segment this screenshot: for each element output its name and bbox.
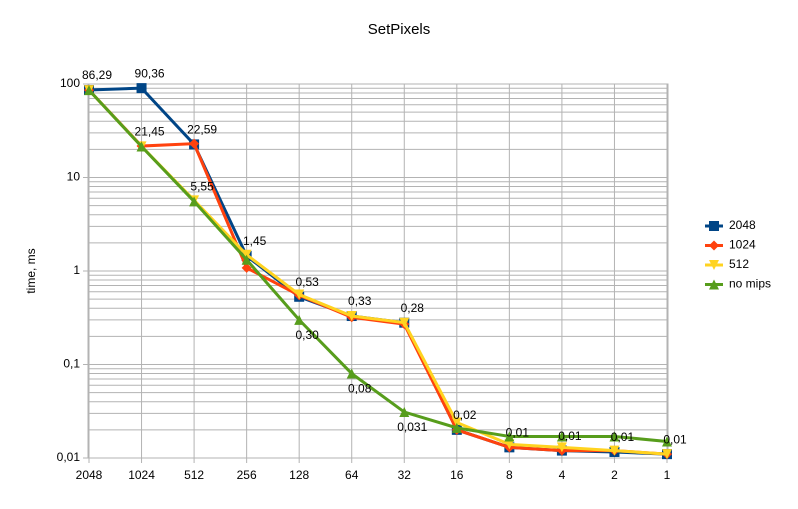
legend-label: no mips (729, 277, 771, 291)
data-label: 0,01 (611, 430, 635, 444)
data-point (294, 314, 305, 325)
data-point (346, 311, 357, 322)
data-point (189, 138, 200, 149)
data-label: 0,33 (348, 294, 372, 308)
data-point (346, 368, 357, 379)
x-tick-label: 64 (345, 468, 359, 482)
x-tick-label: 128 (289, 468, 309, 482)
data-label: 0,08 (348, 382, 372, 396)
data-label: 0,031 (397, 420, 427, 434)
data-label: 0,53 (296, 275, 320, 289)
series-line (87, 89, 668, 456)
y-tick-label: 10 (67, 170, 81, 184)
data-label: 0,01 (506, 426, 530, 440)
data-point (399, 317, 410, 328)
legend-label: 1024 (729, 238, 756, 252)
data-point (451, 422, 462, 433)
x-tick-label: 32 (398, 468, 412, 482)
y-tick-label: 100 (60, 76, 80, 90)
data-label: 86,29 (82, 68, 112, 82)
chart-title: SetPixels (368, 21, 431, 38)
data-label: 22,59 (187, 123, 217, 137)
x-tick-label: 4 (559, 468, 566, 482)
series-line (87, 89, 668, 444)
data-point (241, 262, 252, 273)
x-tick-label: 512 (184, 468, 204, 482)
data-point (662, 436, 672, 447)
data-point (556, 442, 567, 453)
data-point (294, 289, 305, 300)
data-point (84, 85, 94, 96)
y-tick-label: 0,01 (57, 450, 81, 464)
data-point (609, 431, 620, 442)
y-tick-label: 0,1 (63, 357, 80, 371)
legend-marker (709, 221, 719, 231)
x-tick-label: 256 (237, 468, 257, 482)
data-point (504, 431, 515, 442)
legend-marker (709, 260, 719, 270)
data-label: 0,28 (401, 301, 425, 315)
data-point (399, 407, 410, 418)
y-axis-label: time, ms (24, 248, 38, 293)
data-point (189, 196, 200, 207)
data-label: 21,45 (135, 125, 165, 139)
legend-marker (709, 240, 719, 251)
x-tick-label: 1024 (128, 468, 155, 482)
x-tick-label: 2048 (76, 468, 103, 482)
x-tick-label: 8 (506, 468, 513, 482)
data-label: 0,01 (663, 432, 687, 446)
data-point (241, 254, 252, 265)
data-point (451, 417, 462, 428)
x-tick-label: 1 (664, 468, 671, 482)
y-tick-label: 1 (73, 263, 80, 277)
data-label: 0,02 (453, 408, 477, 422)
data-point (136, 141, 147, 152)
data-point (556, 431, 567, 442)
data-label: 0,30 (296, 328, 320, 342)
legend-marker (709, 279, 719, 290)
data-label: 5,55 (190, 180, 214, 194)
x-tick-label: 16 (450, 468, 464, 482)
data-point (136, 83, 147, 94)
data-label: 90,36 (135, 66, 165, 80)
legend-label: 2048 (729, 218, 756, 232)
data-point (504, 439, 515, 450)
data-label: 0,01 (558, 429, 582, 443)
data-point (662, 449, 672, 460)
x-tick-label: 2 (611, 468, 618, 482)
data-label: 1,45 (243, 234, 267, 248)
data-point (609, 445, 620, 456)
legend-label: 512 (729, 257, 749, 271)
